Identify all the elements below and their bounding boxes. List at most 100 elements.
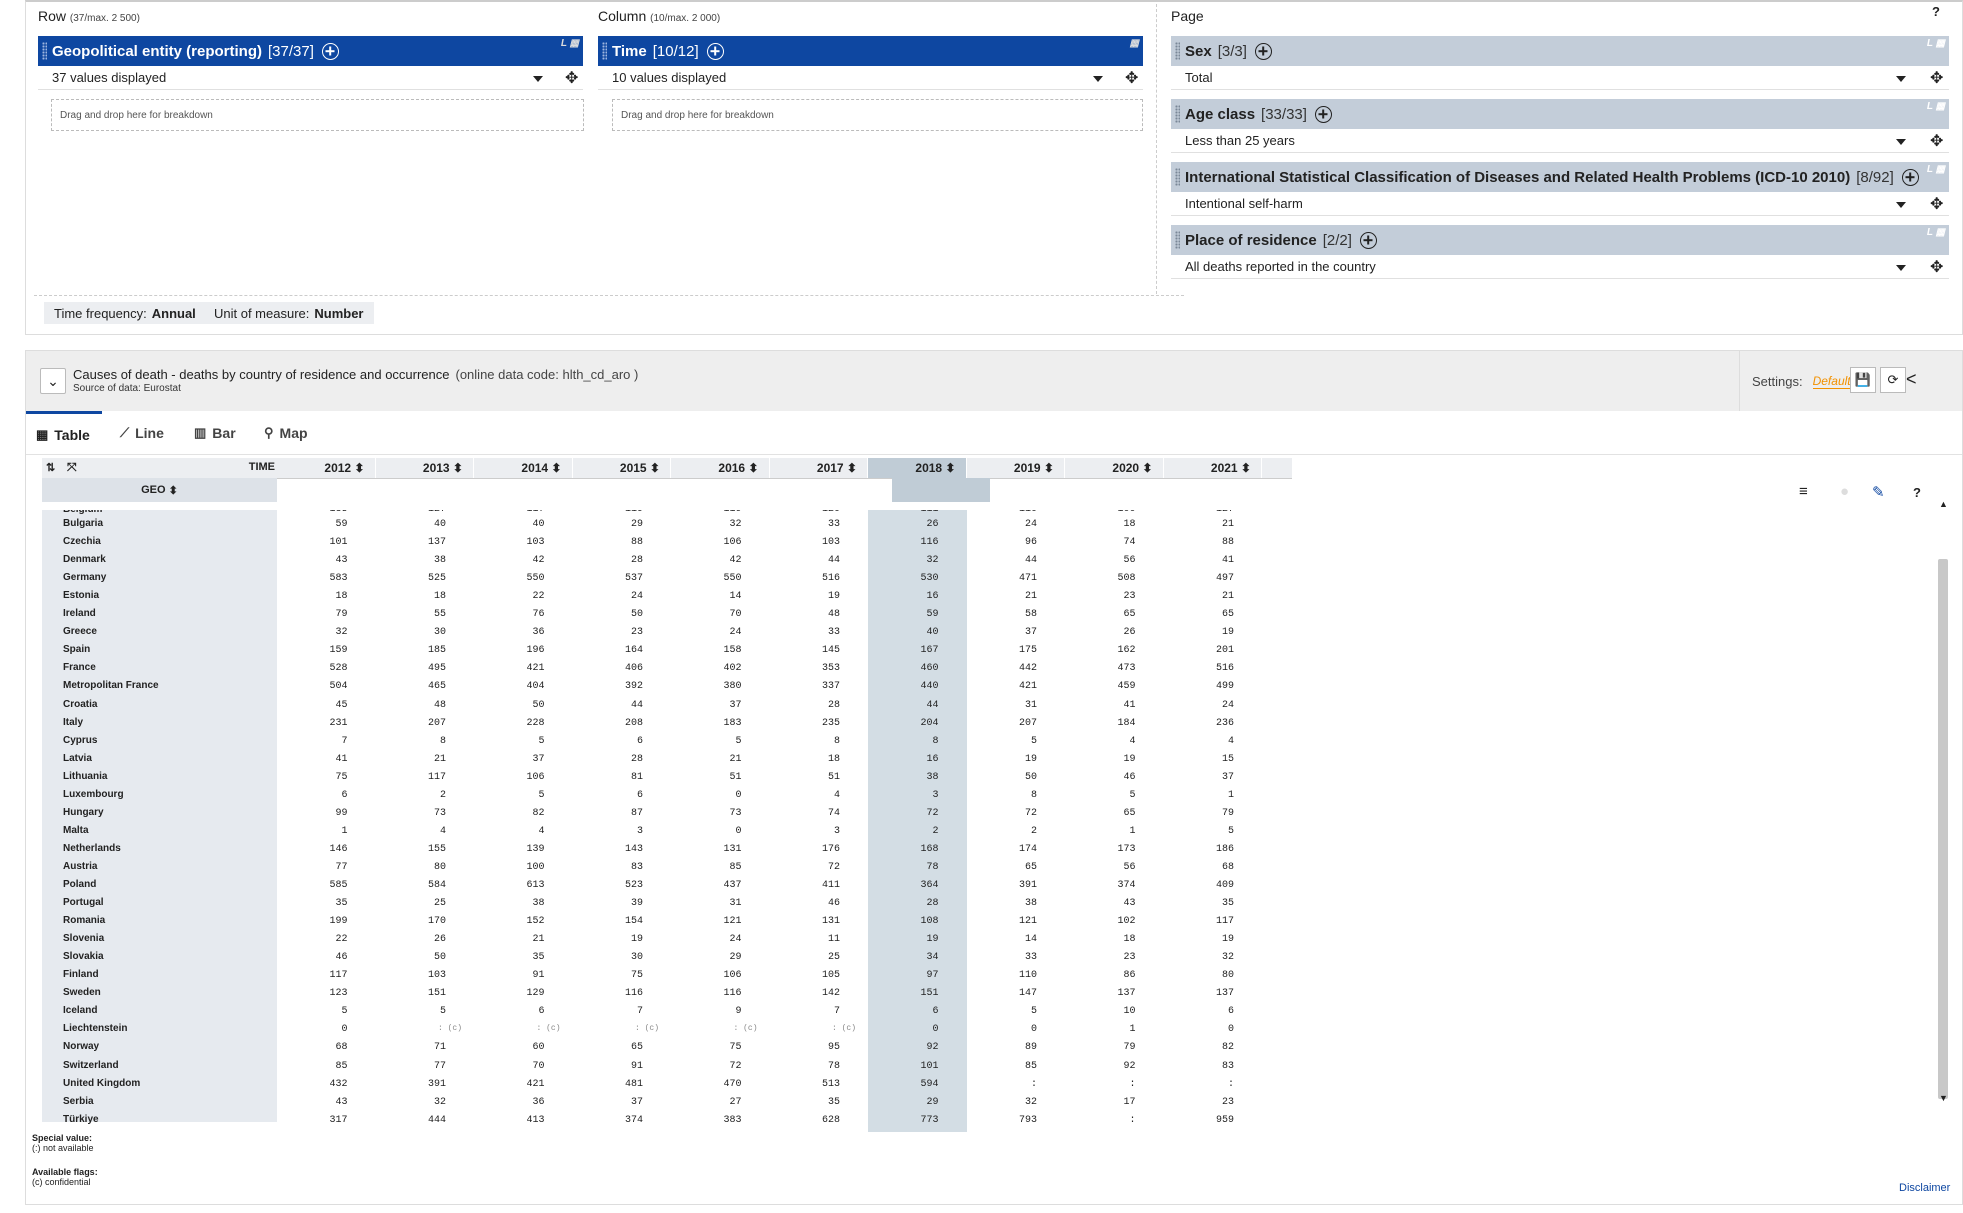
row-label-liechtenstein[interactable]: Liechtenstein xyxy=(63,1023,128,1035)
row-label-latvia[interactable]: Latvia xyxy=(63,752,92,764)
tab-map[interactable]: ⚲ Map xyxy=(264,425,308,441)
row-label-hungary[interactable]: Hungary xyxy=(63,806,104,818)
residence-dropdown[interactable]: All deaths reported in the country ✥ xyxy=(1171,255,1949,279)
row-label-france[interactable]: France xyxy=(63,662,96,674)
column-selection-dropdown[interactable]: 10 values displayed ✥ xyxy=(598,66,1143,90)
dimension-options-icon[interactable]: L ▦ xyxy=(560,38,579,49)
add-circle-icon[interactable] xyxy=(1901,168,1919,186)
row-label-poland[interactable]: Poland xyxy=(63,879,97,890)
page-dimension-age-class[interactable]: Age class [33/33] L ▦ xyxy=(1171,99,1949,129)
row-label-ireland[interactable]: Ireland xyxy=(63,608,96,620)
row-label-croatia[interactable]: Croatia xyxy=(63,698,98,710)
row-label-norway[interactable]: Norway xyxy=(63,1041,100,1053)
row-label-netherlands[interactable]: Netherlands xyxy=(63,842,121,854)
row-label-iceland[interactable]: Iceland xyxy=(63,1005,98,1017)
row-label-italy[interactable]: Italy xyxy=(63,716,84,728)
row-selection-dropdown[interactable]: 37 values displayed ✥ xyxy=(38,66,583,90)
row-label-germany[interactable]: Germany xyxy=(63,572,107,584)
row-breakdown-dropzone[interactable]: Drag and drop here for breakdown xyxy=(51,99,584,131)
drag-grip-icon[interactable] xyxy=(602,42,607,60)
chevron-down-icon[interactable] xyxy=(533,76,543,82)
vertical-scrollbar[interactable]: ▲ ▼ xyxy=(1936,499,1950,1119)
row-label-slovenia[interactable]: Slovenia xyxy=(63,933,105,945)
row-label-portugal[interactable]: Portugal xyxy=(63,897,104,909)
sex-dropdown[interactable]: Total ✥ xyxy=(1171,66,1949,90)
year-header-2016[interactable]: 2016 ⬍ xyxy=(671,458,770,478)
page-dimension-residence[interactable]: Place of residence [2/2] L ▦ xyxy=(1171,225,1949,255)
add-circle-icon[interactable] xyxy=(1359,231,1377,249)
add-circle-icon[interactable] xyxy=(321,42,339,60)
drag-grip-icon[interactable] xyxy=(1175,231,1180,249)
row-label-united-kingdom[interactable]: United Kingdom xyxy=(63,1077,141,1089)
row-label-switzerland[interactable]: Switzerland xyxy=(63,1059,119,1071)
row-label-bulgaria[interactable]: Bulgaria xyxy=(63,518,104,529)
sort-toggle-icon[interactable]: ⇅ xyxy=(46,462,56,474)
drag-grip-icon[interactable] xyxy=(1175,168,1180,186)
row-label-austria[interactable]: Austria xyxy=(63,860,98,872)
help-icon[interactable]: ? xyxy=(1932,4,1940,19)
help-icon[interactable]: ? xyxy=(1913,485,1921,500)
year-header-2015[interactable]: 2015 ⬍ xyxy=(573,458,671,478)
add-circle-icon[interactable] xyxy=(1314,105,1332,123)
row-label-estonia[interactable]: Estonia xyxy=(63,590,100,602)
expand-icon[interactable]: ⤧ xyxy=(67,460,77,474)
drag-grip-icon[interactable] xyxy=(1175,42,1180,60)
row-label-sweden[interactable]: Sweden xyxy=(63,987,101,999)
scroll-down-icon[interactable]: ▼ xyxy=(1939,1093,1948,1103)
row-label-luxembourg[interactable]: Luxembourg xyxy=(63,788,124,800)
add-circle-icon[interactable] xyxy=(1254,42,1272,60)
page-dimension-icd10[interactable]: International Statistical Classification… xyxy=(1171,162,1949,192)
column-dimension-time[interactable]: Time [10/12] ▦ xyxy=(598,36,1143,66)
year-header-2017[interactable]: 2017 ⬍ xyxy=(770,458,868,478)
geo-header[interactable]: GEO ⬍ xyxy=(42,478,277,502)
tab-bar[interactable]: ▥ Bar xyxy=(194,425,236,441)
row-dimension-geo[interactable]: Geopolitical entity (reporting) [37/37] … xyxy=(38,36,583,66)
add-circle-icon[interactable] xyxy=(706,42,724,60)
row-label-czechia[interactable]: Czechia xyxy=(63,536,101,548)
save-button[interactable]: 💾 xyxy=(1850,367,1876,393)
chevron-down-icon[interactable] xyxy=(1896,139,1906,145)
year-header-2018[interactable]: 2018 ⬍ xyxy=(868,458,967,478)
move-icon[interactable]: ✥ xyxy=(1125,70,1139,87)
chevron-down-icon[interactable] xyxy=(1093,76,1103,82)
row-label-slovakia[interactable]: Slovakia xyxy=(63,951,104,963)
scroll-up-icon[interactable]: ▲ xyxy=(1939,499,1948,509)
chevron-down-icon[interactable] xyxy=(1896,202,1906,208)
dimension-options-icon[interactable]: L ▦ xyxy=(1926,101,1945,112)
dimension-options-icon[interactable]: L ▦ xyxy=(1926,38,1945,49)
row-label-spain[interactable]: Spain xyxy=(63,644,91,656)
year-header-2021[interactable]: 2021 ⬍ xyxy=(1164,458,1262,478)
page-dimension-sex[interactable]: Sex [3/3] L ▦ xyxy=(1171,36,1949,66)
drag-grip-icon[interactable] xyxy=(1175,105,1180,123)
dimension-options-icon[interactable]: ▦ xyxy=(1129,38,1139,49)
move-icon[interactable]: ✥ xyxy=(1930,133,1944,150)
year-header-2012[interactable]: 2012 ⬍ xyxy=(277,458,376,478)
age-class-dropdown[interactable]: Less than 25 years ✥ xyxy=(1171,129,1949,153)
move-icon[interactable]: ✥ xyxy=(1930,259,1944,276)
chevron-down-icon[interactable] xyxy=(1896,76,1906,82)
tab-line[interactable]: ⟋ Line xyxy=(120,425,164,441)
dimension-options-icon[interactable]: L ▦ xyxy=(1926,164,1945,175)
row-label-serbia[interactable]: Serbia xyxy=(63,1095,94,1107)
dimension-options-icon[interactable]: L ▦ xyxy=(1926,227,1945,238)
flag-toggle-icon[interactable]: ● xyxy=(1840,483,1850,500)
row-label-finland[interactable]: Finland xyxy=(63,969,99,981)
row-label-metropolitan-france[interactable]: Metropolitan France xyxy=(63,680,159,692)
tab-table[interactable]: ▦ Table xyxy=(26,411,102,455)
drag-grip-icon[interactable] xyxy=(42,42,47,60)
year-header-2020[interactable]: 2020 ⬍ xyxy=(1065,458,1164,478)
collapse-button[interactable]: ⌄ xyxy=(40,368,66,394)
row-label-t-rkiye[interactable]: Türkiye xyxy=(63,1113,99,1125)
settings-dropdown[interactable]: Settings: Default xyxy=(1739,351,1865,411)
row-label-malta[interactable]: Malta xyxy=(63,824,89,836)
year-header-2014[interactable]: 2014 ⬍ xyxy=(474,458,573,478)
column-breakdown-dropzone[interactable]: Drag and drop here for breakdown xyxy=(612,99,1143,131)
refresh-button[interactable]: ⟳ xyxy=(1880,367,1906,393)
row-label-denmark[interactable]: Denmark xyxy=(63,554,106,566)
move-icon[interactable]: ✥ xyxy=(1930,196,1944,213)
year-header-2019[interactable]: 2019 ⬍ xyxy=(967,458,1065,478)
paintbrush-icon[interactable]: ✎ xyxy=(1872,484,1885,501)
share-icon[interactable]: < xyxy=(1906,369,1917,389)
move-icon[interactable]: ✥ xyxy=(565,70,579,87)
chevron-down-icon[interactable] xyxy=(1896,265,1906,271)
